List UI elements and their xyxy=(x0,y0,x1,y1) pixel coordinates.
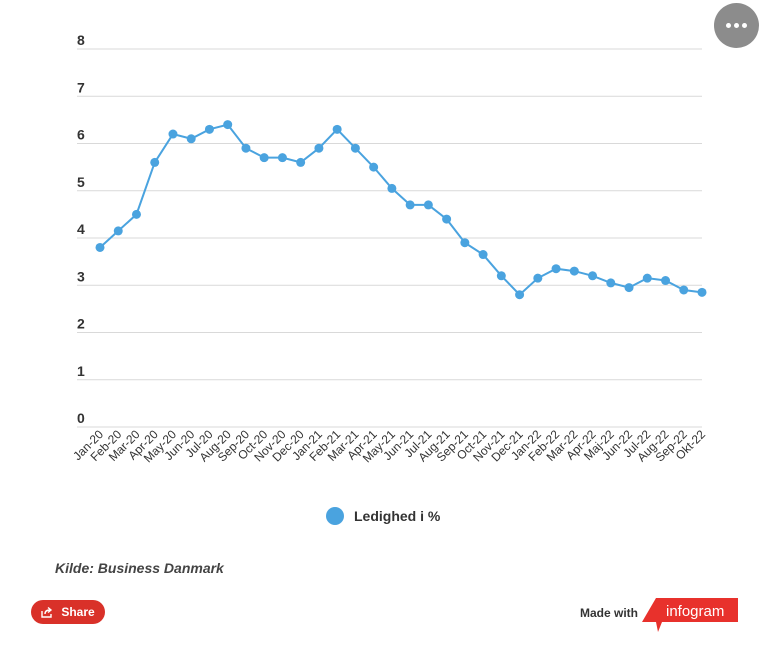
data-point xyxy=(186,134,196,144)
data-point xyxy=(277,153,287,163)
y-tick-label: 3 xyxy=(77,268,85,284)
data-point xyxy=(606,278,616,288)
data-point xyxy=(624,283,634,293)
infogram-logo[interactable] xyxy=(642,598,738,634)
share-label: Share xyxy=(61,605,95,619)
data-point xyxy=(259,153,269,163)
y-tick-label: 8 xyxy=(77,32,85,48)
more-dots-icon xyxy=(726,23,731,28)
data-point xyxy=(350,143,360,153)
data-point xyxy=(168,129,178,139)
line-chart: 012345678Jan-20Feb-20Mar-20Apr-20May-20J… xyxy=(70,32,708,465)
data-point xyxy=(387,183,397,193)
data-point xyxy=(423,200,433,210)
legend-label: Ledighed i % xyxy=(354,508,441,524)
data-point xyxy=(369,162,379,172)
data-point xyxy=(460,238,470,248)
share-button[interactable]: Share xyxy=(31,600,105,624)
data-point xyxy=(332,124,342,134)
data-point xyxy=(551,264,561,274)
chart-legend[interactable]: Ledighed i % xyxy=(326,507,440,525)
data-point xyxy=(131,209,141,219)
data-point xyxy=(442,214,452,224)
data-point xyxy=(150,157,160,167)
data-point xyxy=(533,273,543,283)
data-point xyxy=(204,124,214,134)
data-point xyxy=(588,271,598,281)
data-point xyxy=(95,242,105,252)
legend-swatch xyxy=(326,507,344,525)
y-tick-label: 5 xyxy=(77,174,85,190)
share-icon xyxy=(41,606,53,618)
data-point xyxy=(496,271,506,281)
data-point xyxy=(223,120,233,130)
data-point xyxy=(679,285,689,295)
data-point xyxy=(113,226,123,236)
data-point xyxy=(569,266,579,276)
more-options-button[interactable] xyxy=(714,3,759,48)
data-point xyxy=(314,143,324,153)
data-point xyxy=(296,157,306,167)
data-point xyxy=(642,273,652,283)
made-with-label: Made with xyxy=(580,606,639,620)
infogram-brand-text[interactable]: infogram xyxy=(666,603,725,620)
y-tick-label: 4 xyxy=(77,221,85,237)
data-point xyxy=(661,276,671,286)
data-point xyxy=(697,287,707,297)
data-point xyxy=(241,143,251,153)
data-point xyxy=(405,200,415,210)
y-tick-label: 1 xyxy=(77,363,85,379)
data-point xyxy=(515,290,525,300)
source-note: Kilde: Business Danmark xyxy=(55,560,224,576)
y-tick-label: 6 xyxy=(77,127,85,143)
y-tick-label: 0 xyxy=(77,410,85,426)
y-tick-label: 2 xyxy=(77,316,85,332)
series-line xyxy=(99,123,703,297)
y-tick-label: 7 xyxy=(77,79,85,95)
data-point xyxy=(478,250,488,260)
